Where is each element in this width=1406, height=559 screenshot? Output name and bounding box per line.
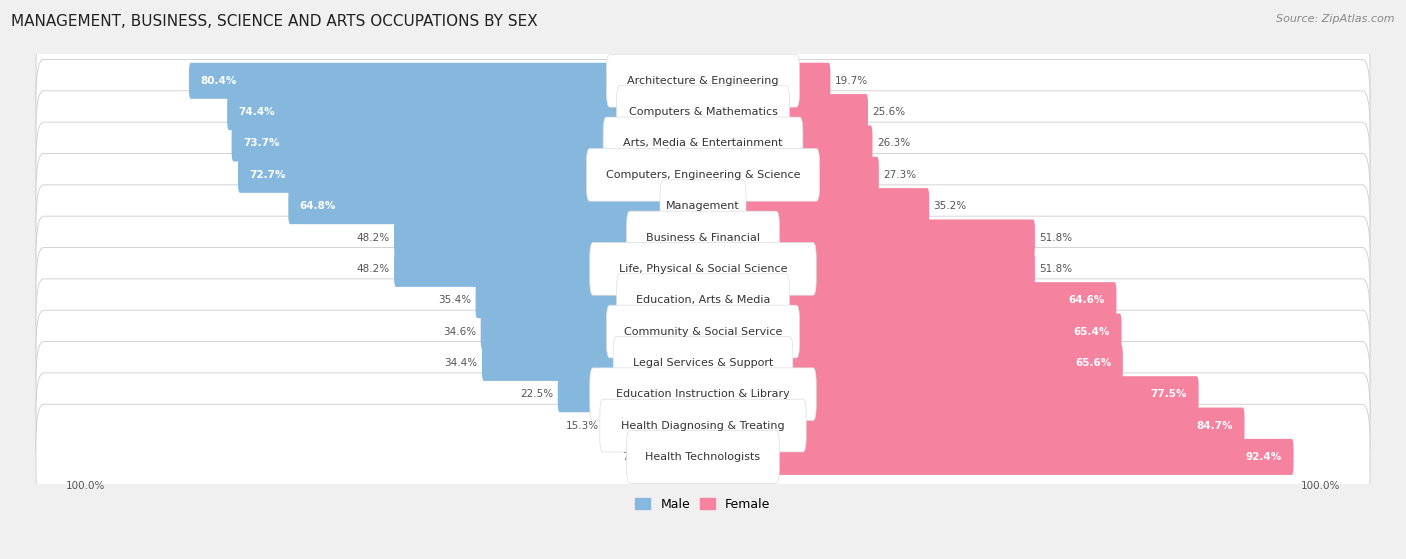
FancyBboxPatch shape — [702, 282, 1116, 318]
FancyBboxPatch shape — [603, 117, 803, 170]
Text: 22.5%: 22.5% — [520, 389, 554, 399]
FancyBboxPatch shape — [37, 373, 1369, 479]
FancyBboxPatch shape — [702, 125, 873, 162]
FancyBboxPatch shape — [37, 248, 1369, 353]
FancyBboxPatch shape — [475, 282, 704, 318]
FancyBboxPatch shape — [232, 125, 704, 162]
Text: Management: Management — [666, 201, 740, 211]
Text: Business & Financial: Business & Financial — [645, 233, 761, 243]
Text: 100.0%: 100.0% — [1301, 481, 1340, 491]
FancyBboxPatch shape — [702, 408, 1244, 444]
FancyBboxPatch shape — [627, 430, 779, 484]
Text: 51.8%: 51.8% — [1039, 264, 1073, 274]
Text: Legal Services & Support: Legal Services & Support — [633, 358, 773, 368]
Text: 65.4%: 65.4% — [1074, 326, 1111, 337]
FancyBboxPatch shape — [37, 59, 1369, 165]
FancyBboxPatch shape — [394, 251, 704, 287]
Text: Source: ZipAtlas.com: Source: ZipAtlas.com — [1277, 14, 1395, 24]
FancyBboxPatch shape — [702, 94, 868, 130]
Text: Life, Physical & Social Science: Life, Physical & Social Science — [619, 264, 787, 274]
Text: 7.6%: 7.6% — [621, 452, 648, 462]
FancyBboxPatch shape — [37, 154, 1369, 259]
FancyBboxPatch shape — [702, 314, 1122, 349]
Text: 80.4%: 80.4% — [201, 76, 236, 86]
Text: 77.5%: 77.5% — [1150, 389, 1187, 399]
FancyBboxPatch shape — [613, 337, 793, 389]
FancyBboxPatch shape — [627, 211, 779, 264]
FancyBboxPatch shape — [37, 216, 1369, 321]
FancyBboxPatch shape — [659, 180, 747, 233]
Text: 74.4%: 74.4% — [239, 107, 276, 117]
Text: 25.6%: 25.6% — [873, 107, 905, 117]
FancyBboxPatch shape — [606, 54, 800, 107]
Text: 34.6%: 34.6% — [443, 326, 477, 337]
FancyBboxPatch shape — [37, 28, 1369, 134]
FancyBboxPatch shape — [188, 63, 704, 99]
Legend: Male, Female: Male, Female — [630, 493, 776, 516]
Text: 48.2%: 48.2% — [357, 233, 389, 243]
Text: Health Technologists: Health Technologists — [645, 452, 761, 462]
FancyBboxPatch shape — [37, 342, 1369, 447]
FancyBboxPatch shape — [603, 408, 704, 444]
Text: Computers & Mathematics: Computers & Mathematics — [628, 107, 778, 117]
Text: 35.4%: 35.4% — [439, 295, 471, 305]
FancyBboxPatch shape — [606, 305, 800, 358]
Text: 100.0%: 100.0% — [66, 481, 105, 491]
Text: 35.2%: 35.2% — [934, 201, 967, 211]
FancyBboxPatch shape — [702, 63, 831, 99]
FancyBboxPatch shape — [702, 439, 1294, 475]
FancyBboxPatch shape — [586, 149, 820, 201]
FancyBboxPatch shape — [228, 94, 704, 130]
Text: Education Instruction & Library: Education Instruction & Library — [616, 389, 790, 399]
Text: 64.6%: 64.6% — [1069, 295, 1105, 305]
Text: 65.6%: 65.6% — [1076, 358, 1111, 368]
Text: 34.4%: 34.4% — [444, 358, 478, 368]
FancyBboxPatch shape — [238, 157, 704, 193]
FancyBboxPatch shape — [394, 220, 704, 255]
Text: 84.7%: 84.7% — [1197, 420, 1233, 430]
Text: Arts, Media & Entertainment: Arts, Media & Entertainment — [623, 139, 783, 149]
FancyBboxPatch shape — [702, 251, 1035, 287]
Text: 73.7%: 73.7% — [243, 139, 280, 149]
Text: 15.3%: 15.3% — [567, 420, 599, 430]
Text: Architecture & Engineering: Architecture & Engineering — [627, 76, 779, 86]
FancyBboxPatch shape — [702, 157, 879, 193]
FancyBboxPatch shape — [589, 368, 817, 420]
Text: Education, Arts & Media: Education, Arts & Media — [636, 295, 770, 305]
Text: 26.3%: 26.3% — [877, 139, 910, 149]
Text: 19.7%: 19.7% — [835, 76, 868, 86]
Text: Computers, Engineering & Science: Computers, Engineering & Science — [606, 170, 800, 180]
FancyBboxPatch shape — [558, 376, 704, 412]
FancyBboxPatch shape — [589, 243, 817, 295]
Text: 51.8%: 51.8% — [1039, 233, 1073, 243]
FancyBboxPatch shape — [600, 399, 806, 452]
FancyBboxPatch shape — [482, 345, 704, 381]
FancyBboxPatch shape — [702, 188, 929, 224]
Text: 48.2%: 48.2% — [357, 264, 389, 274]
FancyBboxPatch shape — [616, 86, 790, 139]
FancyBboxPatch shape — [37, 279, 1369, 384]
Text: 92.4%: 92.4% — [1246, 452, 1282, 462]
FancyBboxPatch shape — [616, 274, 790, 326]
FancyBboxPatch shape — [481, 314, 704, 349]
Text: MANAGEMENT, BUSINESS, SCIENCE AND ARTS OCCUPATIONS BY SEX: MANAGEMENT, BUSINESS, SCIENCE AND ARTS O… — [11, 14, 538, 29]
FancyBboxPatch shape — [37, 91, 1369, 196]
FancyBboxPatch shape — [37, 185, 1369, 290]
FancyBboxPatch shape — [702, 220, 1035, 255]
FancyBboxPatch shape — [37, 122, 1369, 228]
Text: Community & Social Service: Community & Social Service — [624, 326, 782, 337]
FancyBboxPatch shape — [288, 188, 704, 224]
FancyBboxPatch shape — [37, 310, 1369, 415]
Text: Health Diagnosing & Treating: Health Diagnosing & Treating — [621, 420, 785, 430]
FancyBboxPatch shape — [702, 376, 1198, 412]
FancyBboxPatch shape — [702, 345, 1123, 381]
Text: 72.7%: 72.7% — [249, 170, 285, 180]
FancyBboxPatch shape — [37, 404, 1369, 510]
FancyBboxPatch shape — [652, 439, 704, 475]
Text: 64.8%: 64.8% — [299, 201, 336, 211]
Text: 27.3%: 27.3% — [883, 170, 917, 180]
